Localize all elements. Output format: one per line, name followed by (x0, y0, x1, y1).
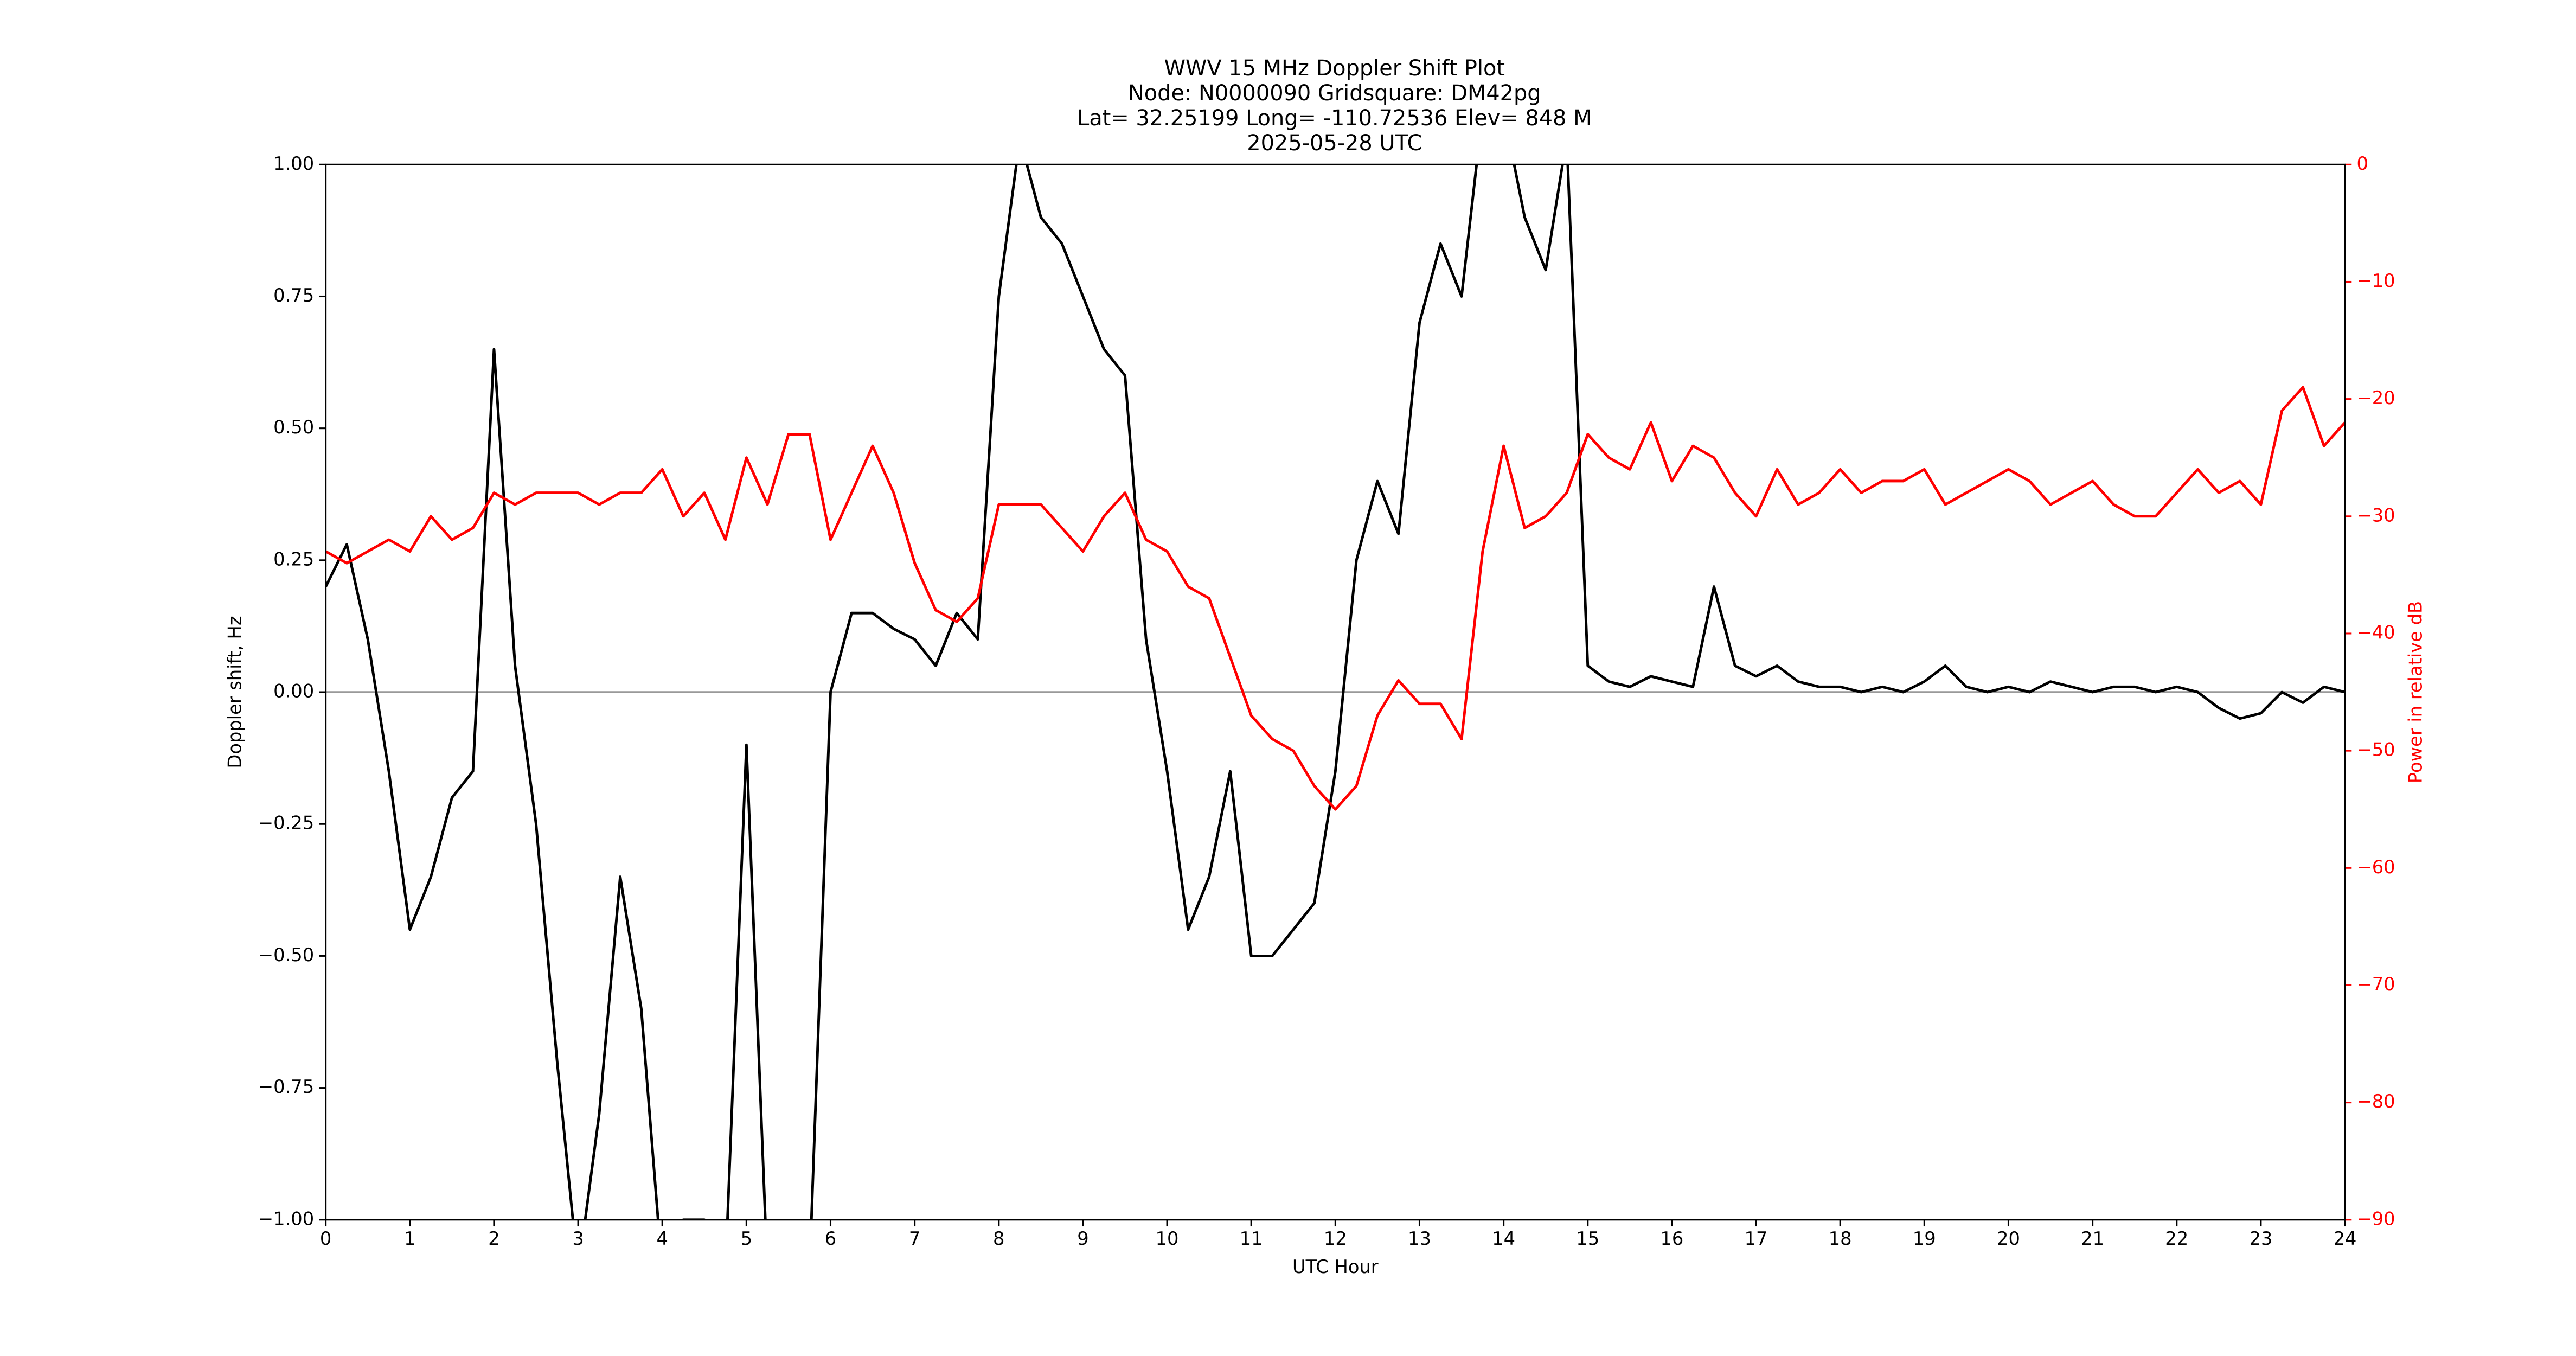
chart-title: Node: N0000090 Gridsquare: DM42pg (1128, 81, 1541, 106)
y-tick-label: 0.00 (273, 681, 314, 702)
y-tick-label: 0.75 (273, 285, 314, 306)
x-tick-label: 10 (1156, 1228, 1179, 1249)
x-tick-label: 24 (2334, 1228, 2357, 1249)
y-axis-label: Doppler shift, Hz (225, 616, 246, 768)
x-tick-label: 3 (572, 1228, 584, 1249)
y2-tick-label: −10 (2356, 270, 2395, 291)
plot-frame (325, 163, 2346, 1221)
x-tick-label: 18 (1829, 1228, 1852, 1249)
y2-tick-label: −40 (2356, 622, 2395, 643)
y2-axis-label: Power in relative dB (2405, 601, 2426, 783)
x-tick-label: 0 (320, 1228, 331, 1249)
chart-title: 2025-05-28 UTC (1247, 131, 1422, 156)
x-tick-label: 7 (909, 1228, 920, 1249)
x-tick-label: 22 (2165, 1228, 2188, 1249)
x-tick-label: 16 (1660, 1228, 1683, 1249)
chart-title: Lat= 32.25199 Long= -110.72536 Elev= 848… (1077, 106, 1592, 131)
data-line (325, 386, 2346, 811)
x-tick-label: 23 (2249, 1228, 2272, 1249)
y-tick-label: −0.75 (258, 1076, 314, 1097)
x-tick-label: 2 (488, 1228, 499, 1249)
x-tick-label: 13 (1408, 1228, 1431, 1249)
y-tick-label: 0.25 (273, 548, 314, 570)
x-tick-label: 9 (1077, 1228, 1088, 1249)
x-tick-label: 19 (1913, 1228, 1936, 1249)
y2-tick-label: −20 (2356, 387, 2395, 408)
x-tick-label: 5 (741, 1228, 752, 1249)
x-axis-label: UTC Hour (1292, 1256, 1379, 1277)
x-tick-label: 6 (825, 1228, 836, 1249)
x-tick-label: 17 (1745, 1228, 1768, 1249)
chart-title: WWV 15 MHz Doppler Shift Plot (1164, 56, 1505, 81)
x-tick-label: 8 (993, 1228, 1004, 1249)
y2-tick-label: −90 (2356, 1208, 2395, 1229)
y2-tick-label: 0 (2356, 153, 2368, 174)
x-tick-label: 15 (1576, 1228, 1599, 1249)
y2-tick-label: −70 (2356, 974, 2395, 995)
y2-tick-label: −80 (2356, 1091, 2395, 1112)
y-tick-label: 1.00 (273, 153, 314, 174)
x-tick-label: 14 (1492, 1228, 1515, 1249)
plot-area (325, 164, 2346, 1220)
y2-tick-label: −50 (2356, 739, 2395, 760)
y-tick-label: −0.25 (258, 813, 314, 834)
x-tick-label: 1 (404, 1228, 415, 1249)
x-tick-label: 21 (2081, 1228, 2104, 1249)
x-tick-label: 11 (1240, 1228, 1263, 1249)
x-tick-label: 4 (656, 1228, 668, 1249)
data-line (325, 164, 2346, 1220)
x-tick-label: 20 (1997, 1228, 2020, 1249)
x-tick-label: 12 (1324, 1228, 1347, 1249)
y2-tick-label: −30 (2356, 504, 2395, 526)
y-tick-label: −0.50 (258, 944, 314, 965)
y-tick-label: −1.00 (258, 1208, 314, 1229)
y-tick-label: 0.50 (273, 417, 314, 438)
y2-tick-label: −60 (2356, 856, 2395, 878)
